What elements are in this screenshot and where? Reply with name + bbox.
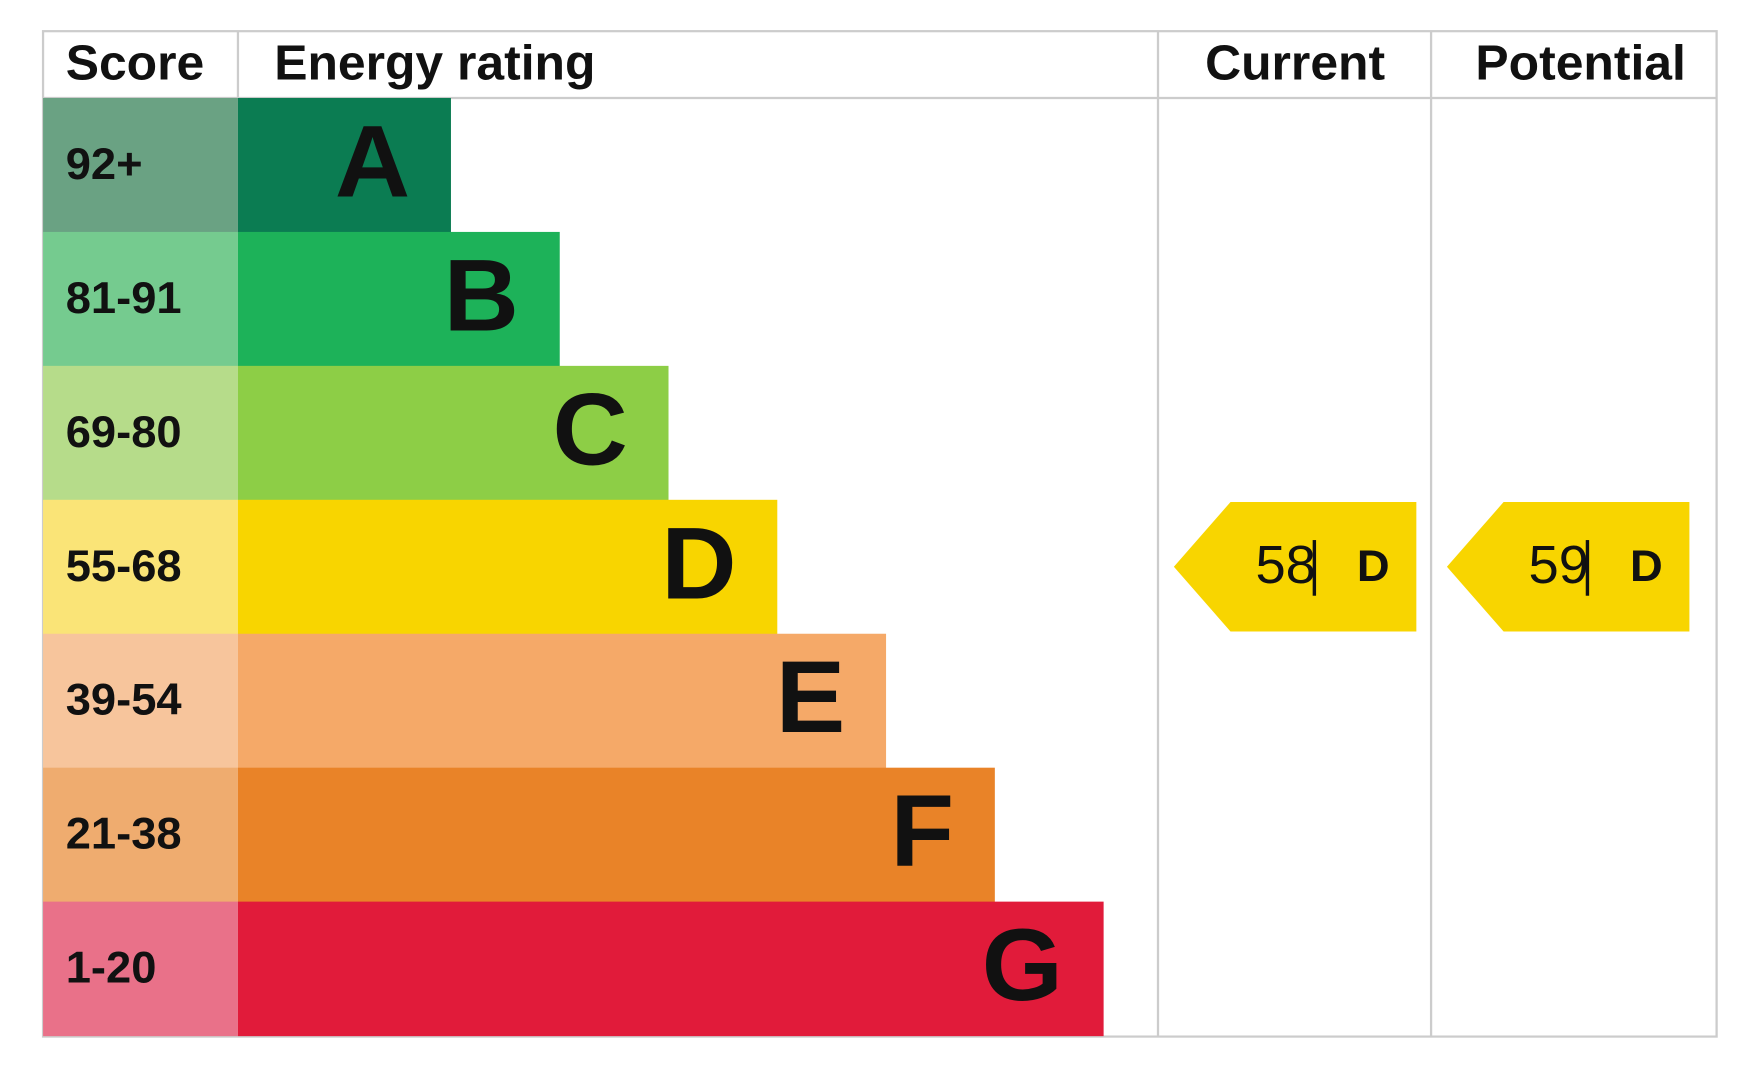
score-label: 92+ [66,138,143,189]
score-cell [43,767,238,903]
rating-letter: B [444,237,519,352]
rating-bar [237,633,887,769]
score-cell [43,633,238,769]
score-cell [43,97,238,233]
rating-bar [237,499,778,635]
header-energy-rating: Energy rating [274,36,595,91]
score-label: 69-80 [66,406,182,457]
header-score: Score [66,36,205,91]
score-label: 81-91 [66,272,182,323]
header-current: Current [1205,36,1385,91]
rating-bar [237,901,1104,1037]
rating-letter: D [661,505,736,620]
rating-bar [237,231,560,367]
rating-letter: A [335,103,410,218]
current-rating: D [1357,540,1390,591]
rating-letter: E [776,639,846,754]
rating-bar [237,97,451,233]
potential-value: 59 [1529,536,1589,595]
score-cell [43,499,238,635]
current-value: 58 [1255,536,1315,595]
rating-letter: C [552,371,627,486]
score-label: 39-54 [66,674,182,725]
score-label: 55-68 [66,540,182,591]
rating-bar [237,767,995,903]
potential-rating: D [1630,540,1663,591]
score-cell [43,901,238,1037]
rating-bar [237,365,669,501]
potential-tag [1446,502,1690,632]
score-cell [43,365,238,501]
score-label: 1-20 [66,942,157,993]
rating-letter: F [890,773,954,888]
score-cell [43,231,238,367]
score-label: 21-38 [66,808,182,859]
rating-letter: G [982,907,1063,1022]
current-tag [1173,502,1417,632]
header-potential: Potential [1475,36,1685,91]
